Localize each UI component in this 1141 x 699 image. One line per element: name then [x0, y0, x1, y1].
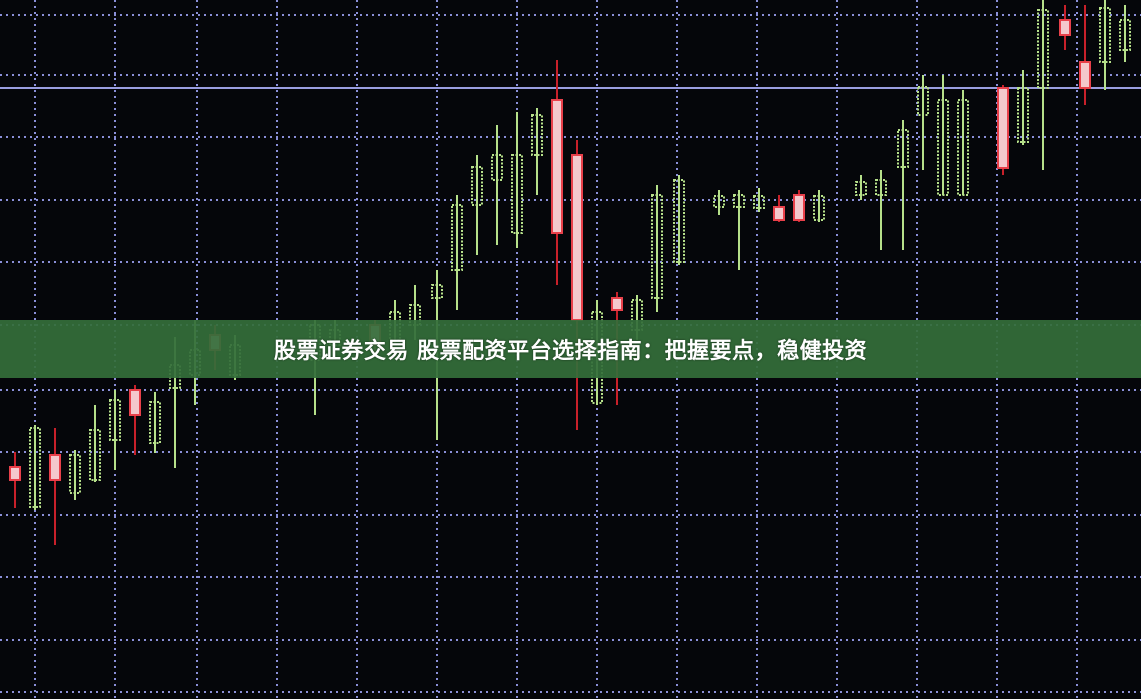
candle-bullish [29, 427, 41, 508]
candle-bearish [997, 87, 1009, 169]
candle-bullish [673, 179, 685, 263]
candle-bullish [69, 454, 81, 494]
candle-bullish [917, 86, 929, 116]
candle-bullish [1099, 7, 1111, 63]
candle-bearish [9, 466, 21, 481]
candle-bearish [571, 154, 583, 321]
candle-bearish [49, 454, 61, 481]
candle-bullish [431, 284, 443, 299]
candle-bullish [631, 299, 643, 331]
candle-bullish [531, 114, 543, 156]
candle-bearish [551, 99, 563, 234]
candle-bullish [855, 181, 867, 196]
candle-bullish [451, 204, 463, 271]
candle-bullish [957, 99, 969, 196]
candle-bullish [713, 195, 725, 208]
candle-bullish [937, 99, 949, 196]
candle-bullish [1119, 19, 1131, 51]
candle-bullish [1017, 87, 1029, 143]
candle-bullish [651, 194, 663, 299]
candle-bullish [149, 401, 161, 444]
candle-bullish [89, 429, 101, 481]
candle-bullish [511, 154, 523, 234]
candle-bearish [793, 194, 805, 221]
candle-bullish [813, 195, 825, 221]
candles [9, 0, 1131, 545]
title-banner: 股票证券交易 股票配资平台选择指南：把握要点，稳健投资 [0, 320, 1141, 378]
candle-bullish [491, 154, 503, 181]
banner-title: 股票证券交易 股票配资平台选择指南：把握要点，稳健投资 [273, 339, 868, 364]
candle-bullish [591, 311, 603, 404]
candle-bullish [109, 399, 121, 441]
candle-bullish [753, 195, 765, 209]
candle-bearish [773, 206, 785, 221]
candle-bullish [875, 179, 887, 196]
candle-bearish [1059, 19, 1071, 36]
candle-bearish [611, 297, 623, 311]
candle-bullish [471, 166, 483, 206]
candle-bullish [733, 194, 745, 208]
candle-bullish [1037, 9, 1049, 89]
candle-bearish [129, 389, 141, 416]
candle-bullish [897, 129, 909, 168]
candle-bearish [1079, 61, 1091, 89]
